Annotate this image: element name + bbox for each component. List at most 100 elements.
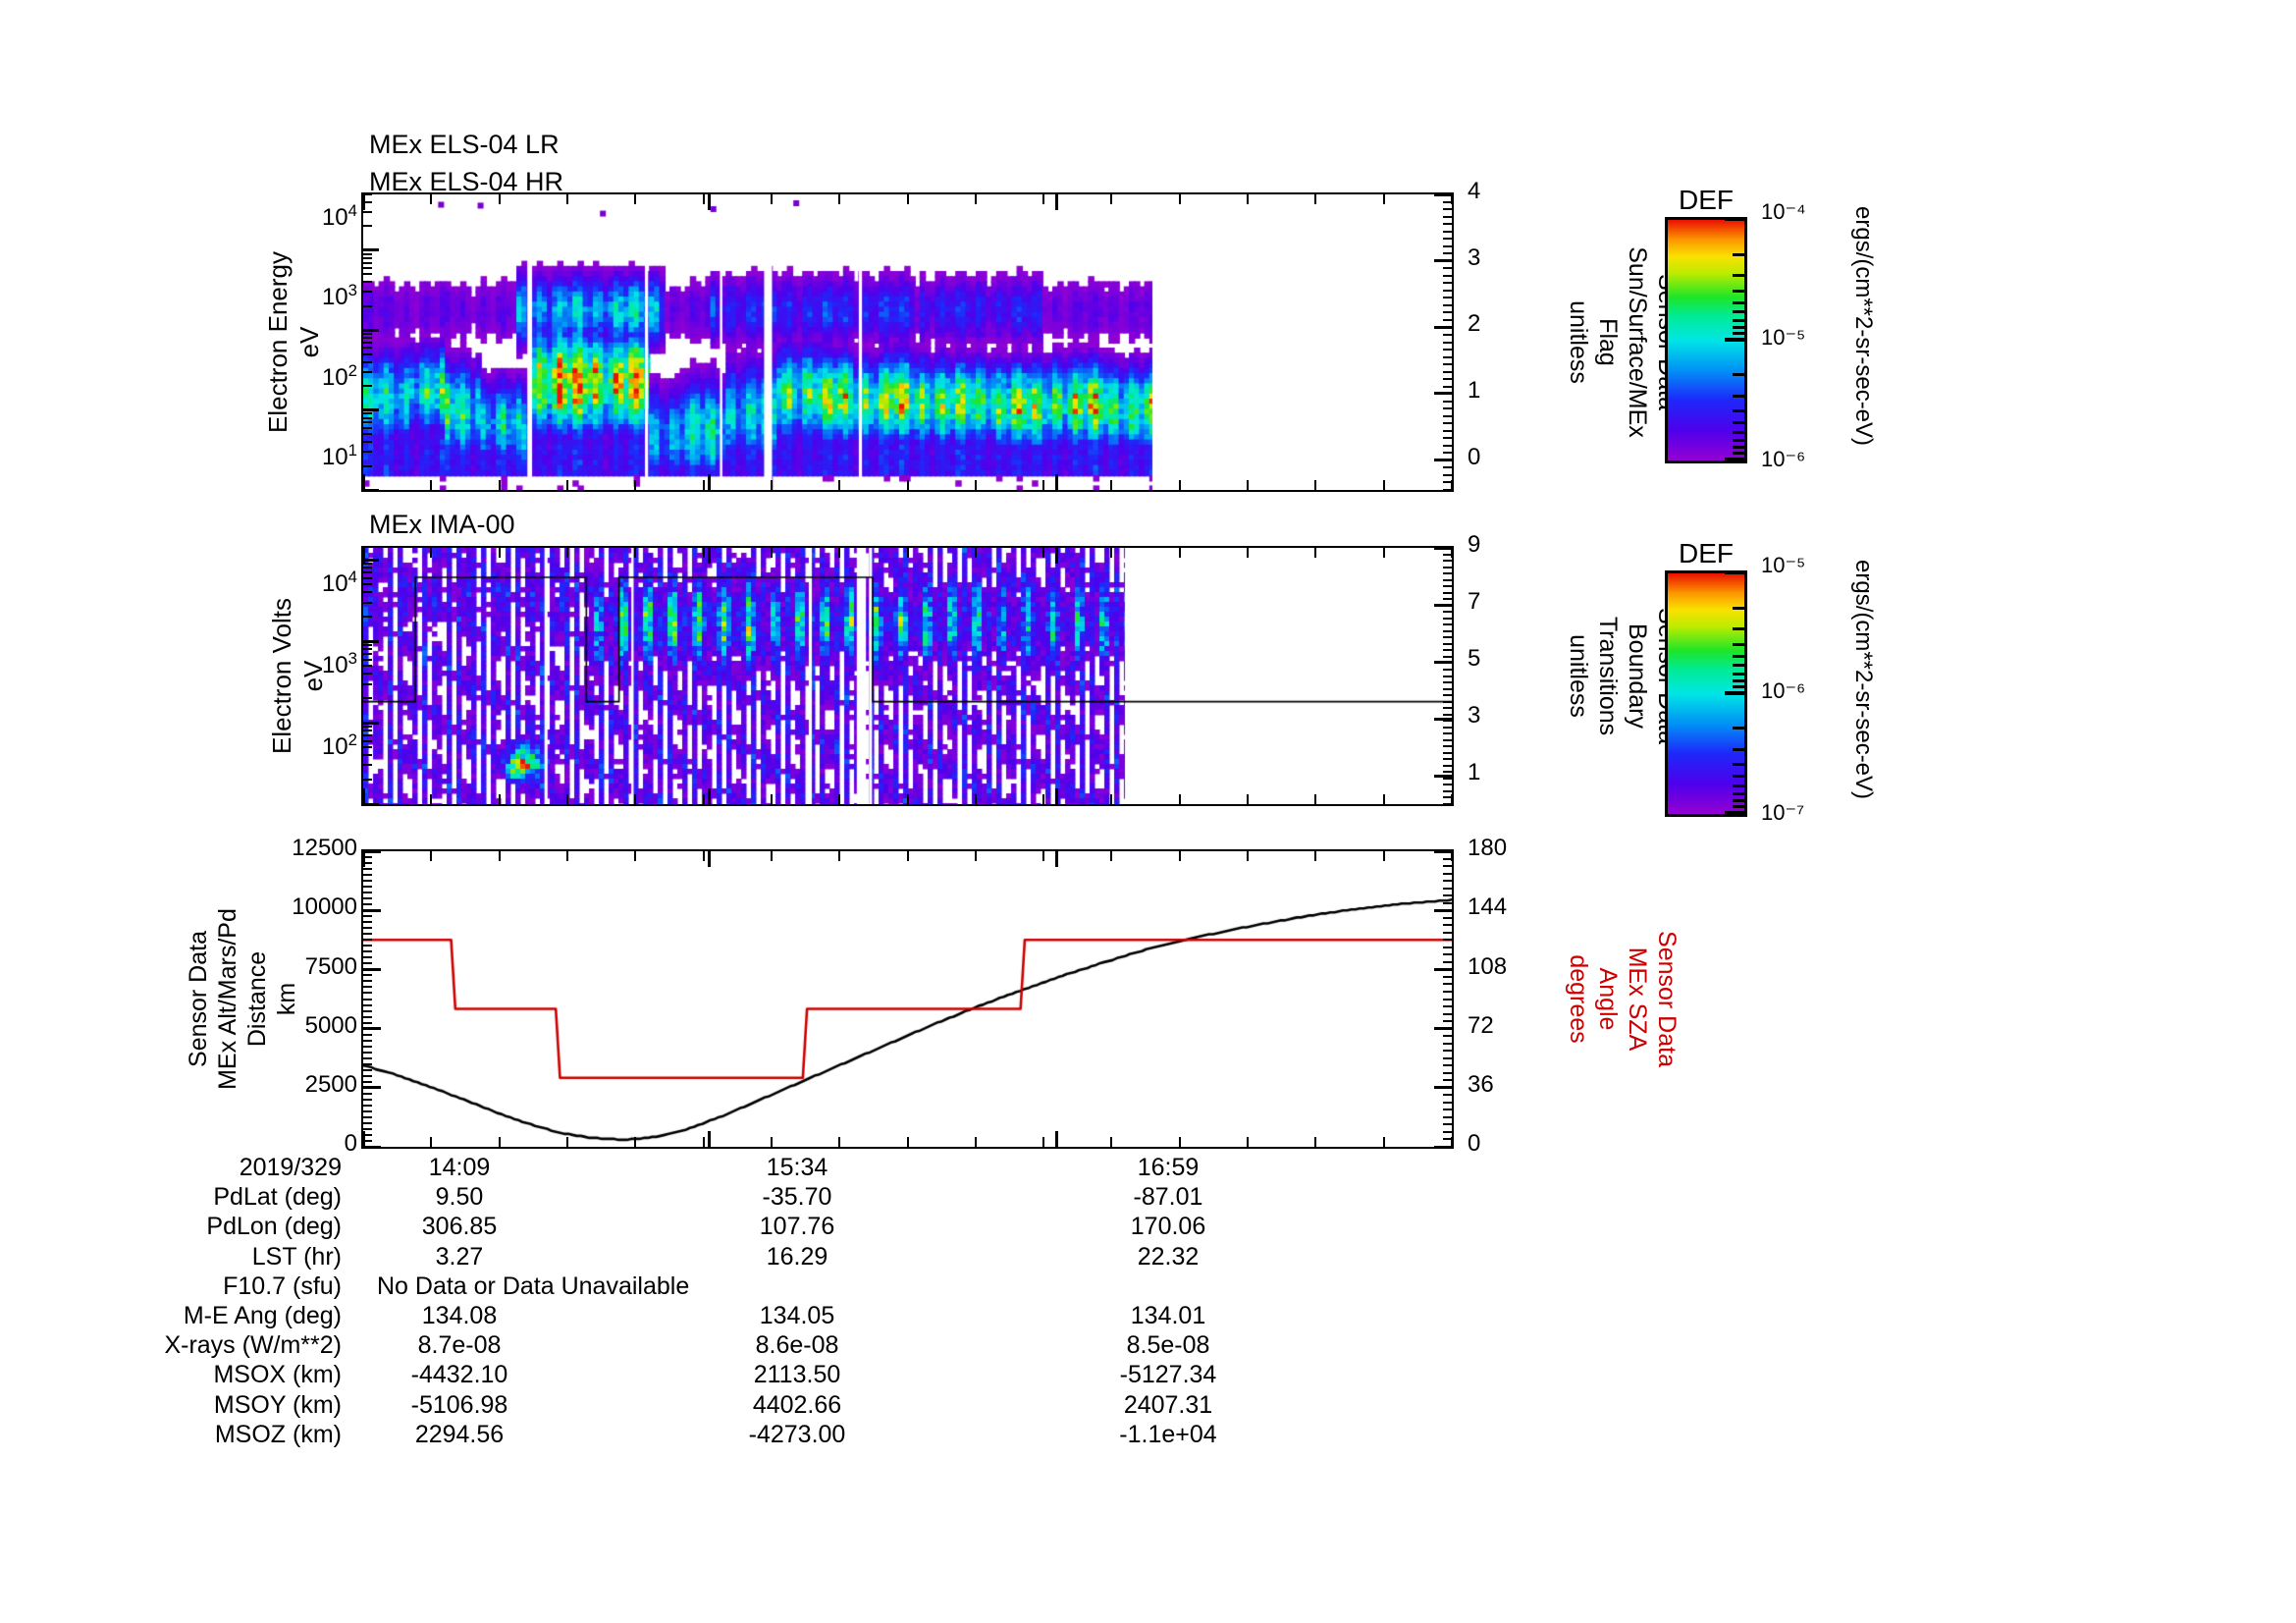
axis-tick bbox=[974, 851, 977, 861]
axis-tick bbox=[363, 273, 372, 276]
axis-tick bbox=[1434, 603, 1452, 607]
axis-tick bbox=[361, 851, 365, 867]
axis-tick bbox=[1443, 578, 1452, 581]
axis-tick bbox=[363, 225, 372, 228]
axis-tick bbox=[906, 794, 909, 804]
axis-tick bbox=[1443, 796, 1452, 799]
axis-tick bbox=[363, 576, 372, 579]
axis-tick bbox=[1443, 333, 1452, 336]
axis-tick bbox=[1247, 194, 1250, 204]
axis-tick bbox=[363, 886, 372, 889]
axis-tick bbox=[363, 730, 372, 732]
axis-tick bbox=[363, 1092, 372, 1095]
axis-tick bbox=[565, 1137, 568, 1147]
axis-tick bbox=[1443, 414, 1452, 417]
axis-tick bbox=[363, 986, 372, 989]
axis-tick bbox=[363, 333, 372, 336]
colorbar-tick bbox=[1733, 300, 1744, 304]
axis-tick bbox=[361, 548, 365, 564]
axis-tick bbox=[1443, 215, 1452, 218]
colorbar1-bottom-label: 10⁻⁶ bbox=[1761, 447, 1806, 471]
axis-tick bbox=[974, 794, 977, 804]
axis-tick bbox=[363, 347, 372, 350]
axis-tick-label: 5000 bbox=[304, 1011, 357, 1039]
ima-spectrogram-frame bbox=[361, 546, 1454, 806]
axis-tick bbox=[363, 1115, 372, 1118]
ima-left-axis-label-line1: Electron Volts bbox=[267, 598, 296, 754]
axis-tick bbox=[363, 408, 379, 412]
axis-tick bbox=[363, 868, 372, 871]
axis-tick-label: 7 bbox=[1468, 588, 1481, 616]
axis-tick bbox=[1443, 720, 1452, 723]
axis-tick bbox=[1382, 548, 1385, 558]
axis-tick-label: 108 bbox=[1468, 952, 1508, 980]
colorbar2-bottom-label: 10⁻⁷ bbox=[1761, 800, 1805, 825]
panel1-title-hr: MEx ELS-04 HR bbox=[369, 167, 564, 196]
distance-left-axis-label: Sensor Data MEx Alt/Mars/Pd Distance km bbox=[185, 849, 322, 1149]
axis-tick bbox=[1434, 660, 1452, 664]
axis-tick bbox=[838, 851, 841, 861]
axis-tick bbox=[974, 1137, 977, 1147]
axis-tick bbox=[363, 1145, 381, 1149]
axis-tick bbox=[1110, 194, 1113, 204]
metadata-row-value: -1.1e+04 bbox=[1119, 1420, 1217, 1448]
axis-tick bbox=[1434, 967, 1452, 971]
colorbar2-units: ergs/(cm**2-sr-sec-eV) bbox=[1818, 560, 1877, 835]
axis-tick bbox=[1443, 1109, 1452, 1111]
sza-right-label-line2: MEx SZA bbox=[1624, 947, 1651, 1052]
axis-tick bbox=[702, 480, 705, 490]
axis-tick bbox=[363, 601, 372, 604]
axis-tick bbox=[1451, 480, 1453, 490]
axis-tick bbox=[430, 194, 433, 204]
axis-tick bbox=[363, 421, 372, 424]
colorbar-tick bbox=[1733, 775, 1744, 779]
axis-tick bbox=[1451, 794, 1453, 804]
colorbar-tick bbox=[1733, 784, 1744, 787]
axis-tick-label: 4 bbox=[1468, 178, 1481, 205]
colorbar-tick bbox=[1725, 690, 1744, 695]
axis-tick bbox=[1451, 1137, 1453, 1147]
axis-tick bbox=[363, 739, 372, 742]
axis-tick bbox=[1443, 572, 1452, 575]
axis-tick bbox=[634, 1137, 637, 1147]
axis-tick bbox=[363, 571, 372, 574]
metadata-row-label: M-E Ang (deg) bbox=[183, 1302, 342, 1329]
axis-tick bbox=[906, 480, 909, 490]
axis-tick bbox=[1443, 385, 1452, 388]
axis-tick bbox=[1443, 303, 1452, 306]
axis-tick bbox=[363, 1098, 372, 1101]
axis-tick bbox=[1443, 223, 1452, 226]
axis-tick bbox=[363, 802, 379, 806]
axis-tick bbox=[363, 1086, 381, 1090]
ima-right-axis-label: Sensor Data Boundary Transitions unitles… bbox=[1545, 546, 1681, 806]
axis-tick bbox=[363, 862, 372, 865]
metadata-row-value: 16.29 bbox=[766, 1242, 828, 1271]
axis-tick bbox=[430, 794, 433, 804]
axis-tick bbox=[1434, 717, 1452, 721]
axis-tick bbox=[1443, 560, 1452, 563]
axis-tick bbox=[363, 644, 372, 647]
axis-tick bbox=[1042, 480, 1045, 490]
axis-tick-label: 103 bbox=[321, 648, 357, 678]
axis-tick bbox=[498, 851, 501, 861]
colorbar2-units-text: ergs/(cm**2-sr-sec-eV) bbox=[1850, 560, 1877, 800]
metadata-row-value: 22.32 bbox=[1137, 1242, 1200, 1271]
axis-tick bbox=[1247, 851, 1250, 861]
axis-tick bbox=[1443, 1101, 1452, 1104]
colorbar-tick bbox=[1733, 452, 1744, 456]
axis-tick bbox=[363, 328, 379, 332]
axis-tick bbox=[1443, 349, 1452, 352]
axis-tick-label: 0 bbox=[1468, 1130, 1481, 1158]
colorbar-tick bbox=[1733, 252, 1744, 256]
axis-tick-label: 104 bbox=[321, 201, 357, 232]
axis-tick bbox=[430, 548, 433, 558]
colorbar-tick bbox=[1733, 409, 1744, 413]
distance-left-label-line3: Distance bbox=[243, 950, 271, 1048]
metadata-row-value: -5106.98 bbox=[410, 1390, 508, 1419]
axis-tick bbox=[770, 480, 773, 490]
axis-tick bbox=[838, 480, 841, 490]
axis-tick bbox=[363, 352, 372, 355]
axis-tick bbox=[1443, 916, 1452, 919]
axis-tick bbox=[1434, 1027, 1452, 1031]
